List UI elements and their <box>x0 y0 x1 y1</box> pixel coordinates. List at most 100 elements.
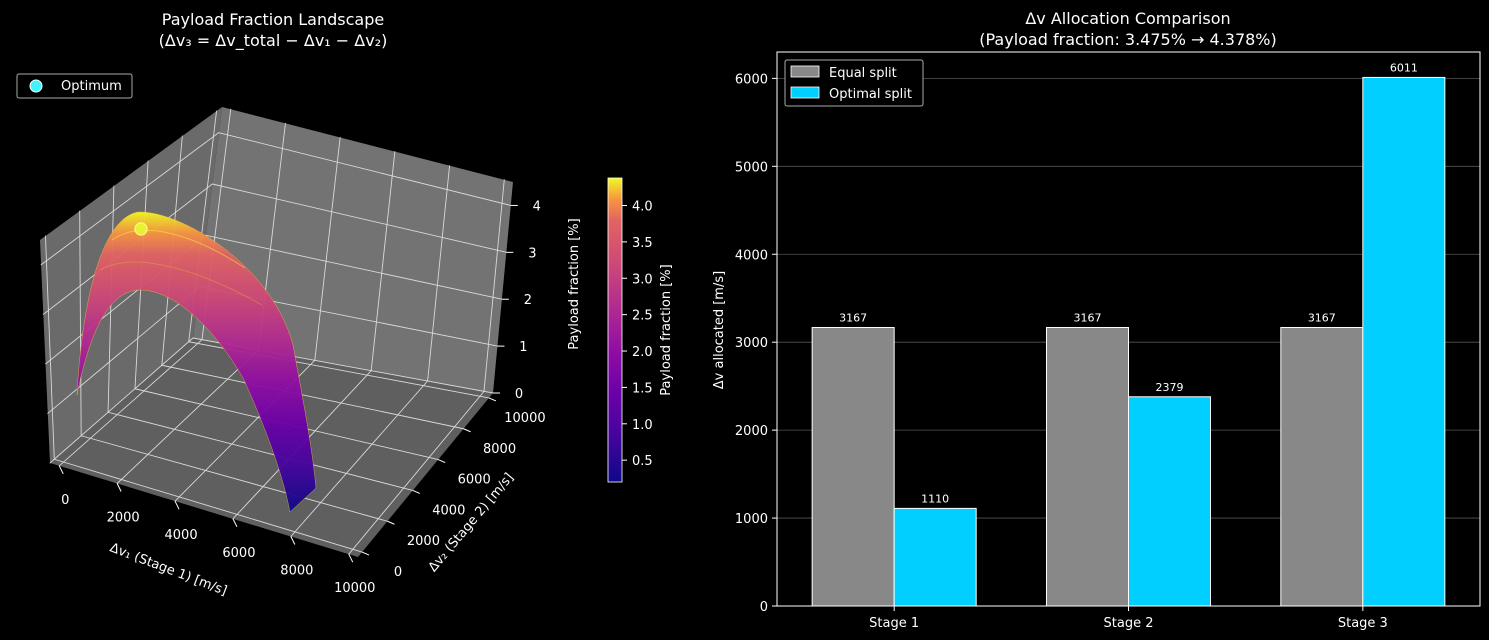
bar-x-tick-label: Stage 2 <box>1104 616 1154 631</box>
bar-chart-subtitle: (Payload fraction: 3.475% → 4.378%) <box>979 30 1277 49</box>
back-grid-x <box>370 151 396 372</box>
back-grid-y <box>79 210 82 437</box>
x-tick-label: 6000 <box>222 546 255 561</box>
bar-value-label: 1110 <box>921 492 949 505</box>
back-grid-z <box>211 183 507 253</box>
z-tick-label: 0 <box>515 387 523 402</box>
surface-chart-subtitle: (Δv₃ = Δv_total − Δv₁ − Δv₂) <box>159 31 388 51</box>
colorbar-tick-label: 0.5 <box>632 454 653 469</box>
colorbar-tick-label: 3.5 <box>632 236 653 251</box>
back-grid-z <box>40 132 220 266</box>
y-tick-label: 6000 <box>458 473 491 488</box>
y-tick <box>488 397 497 402</box>
bar-y-tick-label: 0 <box>760 600 768 615</box>
equal-split-bar <box>1045 327 1129 607</box>
bar-y-tick-label: 2000 <box>735 424 768 439</box>
bar-y-tick-label: 1000 <box>735 512 768 527</box>
z-tick-label: 1 <box>519 340 527 355</box>
y-tick-label: 0 <box>394 565 402 580</box>
optimum-marker <box>134 222 148 236</box>
colorbar-ticks: 0.5 1.0 1.5 2.0 2.5 3.0 3.5 4.0 <box>622 200 653 469</box>
optimal-split-swatch <box>790 86 820 99</box>
x-tick <box>290 536 296 545</box>
back-grid-z <box>205 234 503 300</box>
back-grid-y <box>45 235 55 460</box>
z-axis-ticks: 0 1 2 3 4 <box>493 199 541 402</box>
floor-grid-y <box>161 364 465 430</box>
z-tick-label: 2 <box>524 293 532 308</box>
surface-legend: Optimum <box>16 73 133 99</box>
bar-y-tick-label: 3000 <box>735 336 768 351</box>
floor-grid-x <box>348 390 485 555</box>
bar-y-tick-label: 6000 <box>735 72 768 87</box>
equal-split-bar <box>1280 327 1364 607</box>
surface-chart-title: Payload Fraction Landscape <box>162 10 384 29</box>
bar-y-axis-label: Δv allocated [m/s] <box>712 271 727 389</box>
y-tick-label: 8000 <box>483 442 516 457</box>
y-tick <box>412 489 421 494</box>
x-tick-label: 10000 <box>334 581 375 596</box>
x-tick <box>232 518 238 528</box>
y-tick-label: 4000 <box>432 503 465 518</box>
x-axis-ticks: 0 2000 4000 6000 8000 10000 <box>58 465 375 596</box>
floor-grid-y <box>80 435 388 522</box>
colorbar-tick-label: 3.0 <box>632 272 653 287</box>
equal-split-swatch <box>790 65 820 78</box>
floor-grid-y <box>107 411 414 491</box>
optimal-split-bar <box>1362 76 1446 607</box>
bar-y-tick-label: 5000 <box>735 160 768 175</box>
floor-grid-x <box>58 339 203 467</box>
y-axis-ticks: 0 2000 4000 6000 8000 10000 <box>361 397 546 580</box>
x-tick <box>174 500 180 510</box>
bar-x-tick-label: Stage 3 <box>1338 616 1388 631</box>
floor-grid-x <box>290 380 429 537</box>
equal-split-bar <box>811 327 895 607</box>
bar-legend: Equal split Optimal split <box>784 59 924 107</box>
back-grid-z <box>47 286 200 414</box>
x-tick-label: 4000 <box>165 528 198 543</box>
back-grid-x <box>427 165 451 382</box>
bar-value-label: 6011 <box>1390 61 1418 74</box>
y-tick <box>463 428 471 433</box>
x-axis-label: Δv₁ (Stage 1) [m/s] <box>108 540 229 598</box>
y-tick-label: 10000 <box>504 411 545 426</box>
z-axis-label: Payload fraction [%] <box>567 218 582 349</box>
z-tick-label: 4 <box>533 199 541 214</box>
bar-y-ticks: 0 1000 2000 3000 4000 5000 6000 <box>735 72 777 615</box>
surface-chart: Payload Fraction Landscape (Δv₃ = Δv_tot… <box>16 10 674 599</box>
x-tick-label: 8000 <box>280 564 313 579</box>
y-tick <box>437 459 446 464</box>
optimum-legend-label: Optimum <box>61 79 122 94</box>
bar-value-label: 3167 <box>1308 312 1336 325</box>
colorbar <box>607 177 623 483</box>
y-tick-label: 2000 <box>407 534 440 549</box>
y-tick <box>361 551 370 556</box>
bar-y-tick-label: 4000 <box>735 248 768 263</box>
x-tick <box>348 553 354 563</box>
x-tick-label: 2000 <box>107 510 140 525</box>
bar-value-label: 3167 <box>839 312 867 325</box>
back-grid-x <box>314 136 341 361</box>
equal-split-legend-label: Equal split <box>829 66 897 81</box>
optimal-split-bar <box>893 507 977 607</box>
optimal-split-legend-label: Optimal split <box>829 87 912 102</box>
bar-x-tick-label: Stage 1 <box>869 616 919 631</box>
x-tick <box>116 483 122 492</box>
floor-grid-y <box>53 458 363 553</box>
y-tick <box>387 520 395 525</box>
colorbar-tick-label: 1.5 <box>632 381 653 396</box>
back-grid-z <box>218 132 512 206</box>
colorbar-tick-label: 1.0 <box>632 418 653 433</box>
colorbar-label: Payload fraction [%] <box>659 264 674 395</box>
x-tick-label: 0 <box>61 493 69 508</box>
bar-value-label: 2379 <box>1156 381 1184 394</box>
back-grid-x <box>483 179 505 392</box>
bar-chart: Δv Allocation Comparison (Payload fracti… <box>712 9 1481 631</box>
back-grid-z <box>49 337 194 464</box>
bar-plot-frame <box>776 51 1481 607</box>
x-tick <box>58 465 64 475</box>
floor-grid-x <box>116 349 259 484</box>
payload-surface <box>76 211 317 513</box>
bar-value-label: 3167 <box>1073 312 1101 325</box>
colorbar-tick-label: 2.5 <box>632 309 653 324</box>
